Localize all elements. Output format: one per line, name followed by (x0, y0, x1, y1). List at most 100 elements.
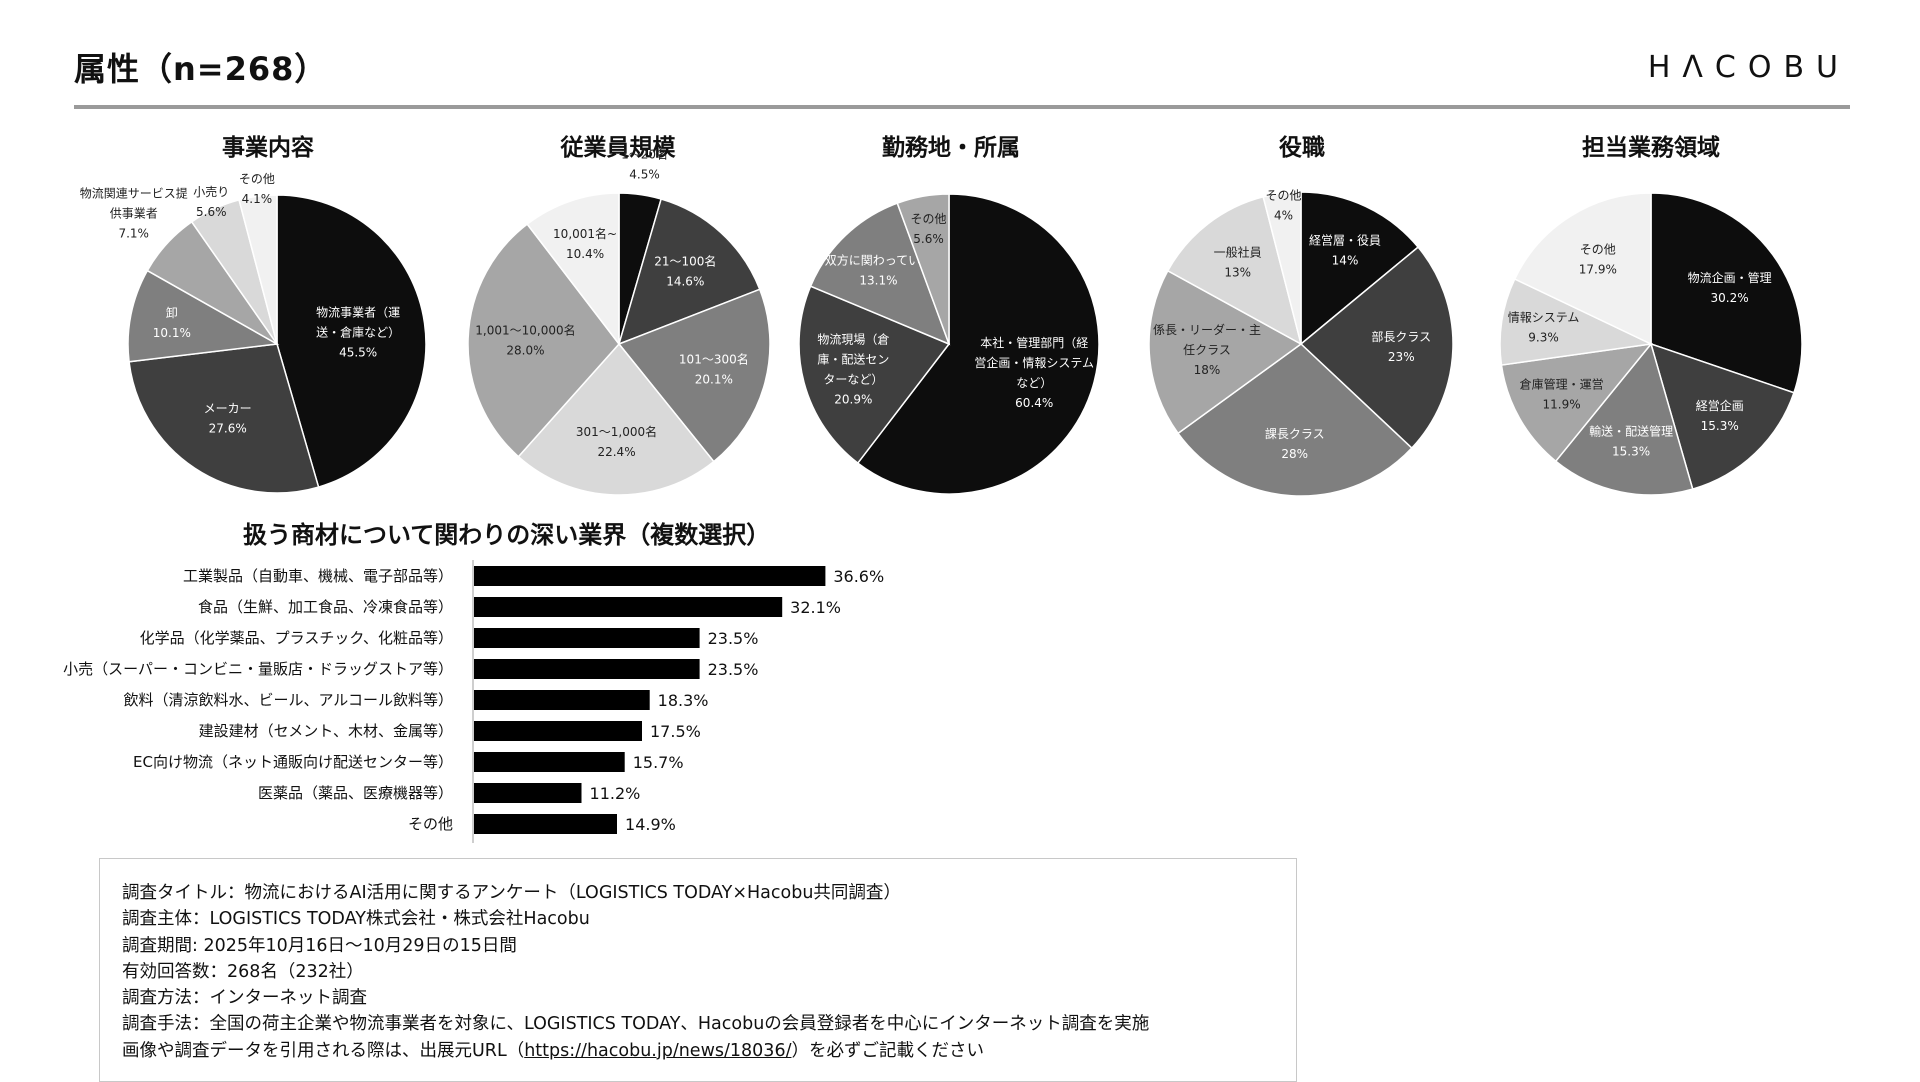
bar-category-label: 化学品（化学薬品、プラスチック、化粧品等） (140, 629, 453, 647)
pie-slice (276, 194, 427, 489)
citation-suffix: ）を必ずご記載ください (791, 1040, 984, 1061)
header-divider (74, 105, 1850, 109)
bar-category-label: EC向け物流（ネット通販向け配送センター等） (133, 753, 453, 771)
pie-slice (1500, 342, 1653, 463)
survey-info-box: 調査タイトル：物流におけるAI活用に関するアンケート（LOGISTICS TOD… (99, 858, 1297, 1082)
pie-slice (896, 193, 950, 345)
pie-slice (617, 198, 761, 346)
pie-title-position: 役職 (1279, 135, 1325, 161)
pie-slice-label: 物流関連サービス提供事業者 7.1% (80, 186, 188, 241)
bar-category-label: 工業製品（自動車、機械、電子部品等） (183, 567, 453, 585)
bar-value-label: 36.6% (833, 567, 884, 586)
pie-slice-label: 双方に関わっている 13.1% (825, 252, 932, 287)
pie-slice-label: 卸 10.1% (153, 305, 191, 340)
pie-slice (1166, 195, 1303, 346)
pie-slice (1554, 342, 1694, 496)
pie-slice-label: 301～1,000名 22.4% (576, 424, 657, 459)
pie-slice-label: 10,001名~ 10.4% (553, 226, 617, 261)
bar-category-label: 医薬品（薬品、医療機器等） (258, 784, 453, 802)
bar-category-label: 建設建材（セメント、木材、金属等） (199, 722, 453, 740)
pie-slice (1299, 246, 1454, 450)
pie-slice (798, 285, 951, 465)
pie-slice-label: 一般社員 13% (1214, 244, 1262, 279)
pie-slice-label: 課長クラス 28% (1265, 426, 1325, 461)
pie-slice (617, 288, 771, 463)
pie-slice-label: 情報システム 9.3% (1508, 310, 1580, 344)
pie-slice (1499, 278, 1654, 366)
info-line-approach: 調査手法：全国の荷主企業や物流事業者を対象に、LOGISTICS TODAY、H… (122, 1014, 1150, 1035)
pie-slice (127, 269, 280, 363)
pie-slice-label: その他 4% (1265, 188, 1301, 222)
info-line-period: 調査期間: 2025年10月16日～10月29日の15日間 (122, 935, 517, 956)
page-title: 属性（n=268） (74, 50, 328, 88)
bar-value-label: 23.5% (708, 629, 759, 648)
bar (474, 752, 625, 772)
bar (474, 814, 617, 834)
bar-category-label: その他 (408, 815, 453, 833)
pie-title-business: 事業内容 (222, 135, 314, 161)
bar-value-label: 18.3% (658, 691, 709, 710)
bar-value-label: 23.5% (708, 660, 759, 679)
pie-title-workplace: 勤務地・所属 (882, 135, 1020, 161)
bar (474, 659, 700, 679)
pie-slice-label: 小売り 5.6% (193, 184, 229, 219)
pie-slice (809, 202, 951, 346)
bar-value-label: 15.7% (633, 753, 684, 772)
citation-prefix: 画像や調査データを引用される際は、出展元URL（ (122, 1040, 525, 1061)
pie-slice (1513, 192, 1652, 346)
bar-value-label: 11.2% (590, 784, 641, 803)
pie-slice-label: その他 4.1% (239, 172, 275, 206)
pie-slice-label: その他 5.6% (911, 212, 947, 246)
pie-slice-label: 物流企画・管理 30.2% (1688, 270, 1772, 305)
pie-slice-label: 1～20名 4.5% (621, 147, 668, 182)
bar-category-label: 飲料（清涼飲料水、ビール、アルコール飲料等） (123, 691, 453, 709)
hacobu-logo: HΛCOBU (1647, 50, 1850, 85)
bar (474, 628, 700, 648)
pie-slice-label: その他 17.9% (1579, 243, 1617, 277)
pie-slice (1148, 269, 1303, 435)
bar (474, 597, 783, 617)
pie-slice-label: 部長クラス 23% (1371, 329, 1431, 364)
bar-category-label: 小売（スーパー・コンビニ・量販店・ドラッグストア等） (63, 660, 453, 678)
pie-slice-label: メーカー 27.6% (204, 402, 252, 436)
pie-slice (467, 223, 620, 458)
info-line-responses: 有効回答数：268名（232社） (122, 961, 364, 982)
info-line-method: 調査方法：インターネット調査 (122, 988, 367, 1009)
info-line-organizer: 調査主体：LOGISTICS TODAY株式会社・株式会社Hacobu (122, 909, 590, 930)
pie-slice-label: 経営企画 15.3% (1696, 398, 1744, 433)
pie-slice (1649, 342, 1795, 491)
bar-value-label: 17.5% (650, 722, 701, 741)
pie-slice-label: 物流現場（倉庫・配送センターなど） 20.9% (817, 332, 889, 407)
pie-slice-label: 1,001～10,000名 28.0% (475, 322, 575, 357)
bar (474, 566, 826, 586)
pie-slice (1300, 191, 1420, 346)
pie-slice (526, 192, 620, 347)
pie-slice-label: 経営層・役員 14% (1309, 232, 1381, 267)
pie-slice (238, 194, 278, 345)
bar (474, 783, 582, 803)
pie-slice-label: 輸送・配送管理 15.3% (1589, 424, 1673, 459)
pie-slice-label: 本社・管理部門（経営企画・情報システムなど） 60.4% (974, 335, 1094, 410)
bar-value-label: 14.9% (625, 815, 676, 834)
citation-link[interactable]: https://hacobu.jp/news/18036/ (524, 1040, 792, 1061)
bar (474, 690, 650, 710)
pie-title-company-size: 従業員規模 (560, 135, 676, 161)
info-line-citation: 画像や調査データを引用される際は、出展元URL（https://hacobu.j… (122, 1038, 1274, 1064)
pie-slice-label: 係長・リーダー・主任クラス 18% (1153, 322, 1261, 377)
pie-slice-label: 101～300名 20.1% (679, 351, 749, 386)
pie-slice-label: 倉庫管理・運営 11.9% (1520, 376, 1604, 411)
pie-slice-label: 物流事業者（運送・倉庫など） 45.5% (316, 305, 400, 359)
pie-slice (128, 343, 320, 494)
bar (474, 721, 642, 741)
pie-slice (1650, 192, 1803, 394)
pie-slice-label: 21～100名 14.6% (654, 254, 716, 289)
info-line-title: 調査タイトル：物流におけるAI活用に関するアンケート（LOGISTICS TOD… (122, 883, 901, 903)
pie-slice (1262, 191, 1302, 345)
pie-slice (856, 193, 1100, 495)
pie-slice (517, 342, 715, 496)
bar-value-label: 32.1% (790, 598, 841, 617)
pie-title-domain: 担当業務領域 (1582, 135, 1720, 161)
charts-canvas: 物流事業者（運送・倉庫など） 45.5% メーカー 27.6% 卸 10.1% 物流関連サー… (63, 147, 1803, 843)
bar-chart-title: 扱う商材について関わりの深い業界（複数選択） (243, 521, 771, 549)
pie-slice (1176, 343, 1413, 497)
